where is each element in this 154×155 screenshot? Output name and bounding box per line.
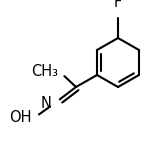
- Text: CH₃: CH₃: [31, 64, 58, 80]
- Text: OH: OH: [10, 111, 32, 126]
- Text: N: N: [41, 95, 52, 111]
- Text: F: F: [114, 0, 122, 10]
